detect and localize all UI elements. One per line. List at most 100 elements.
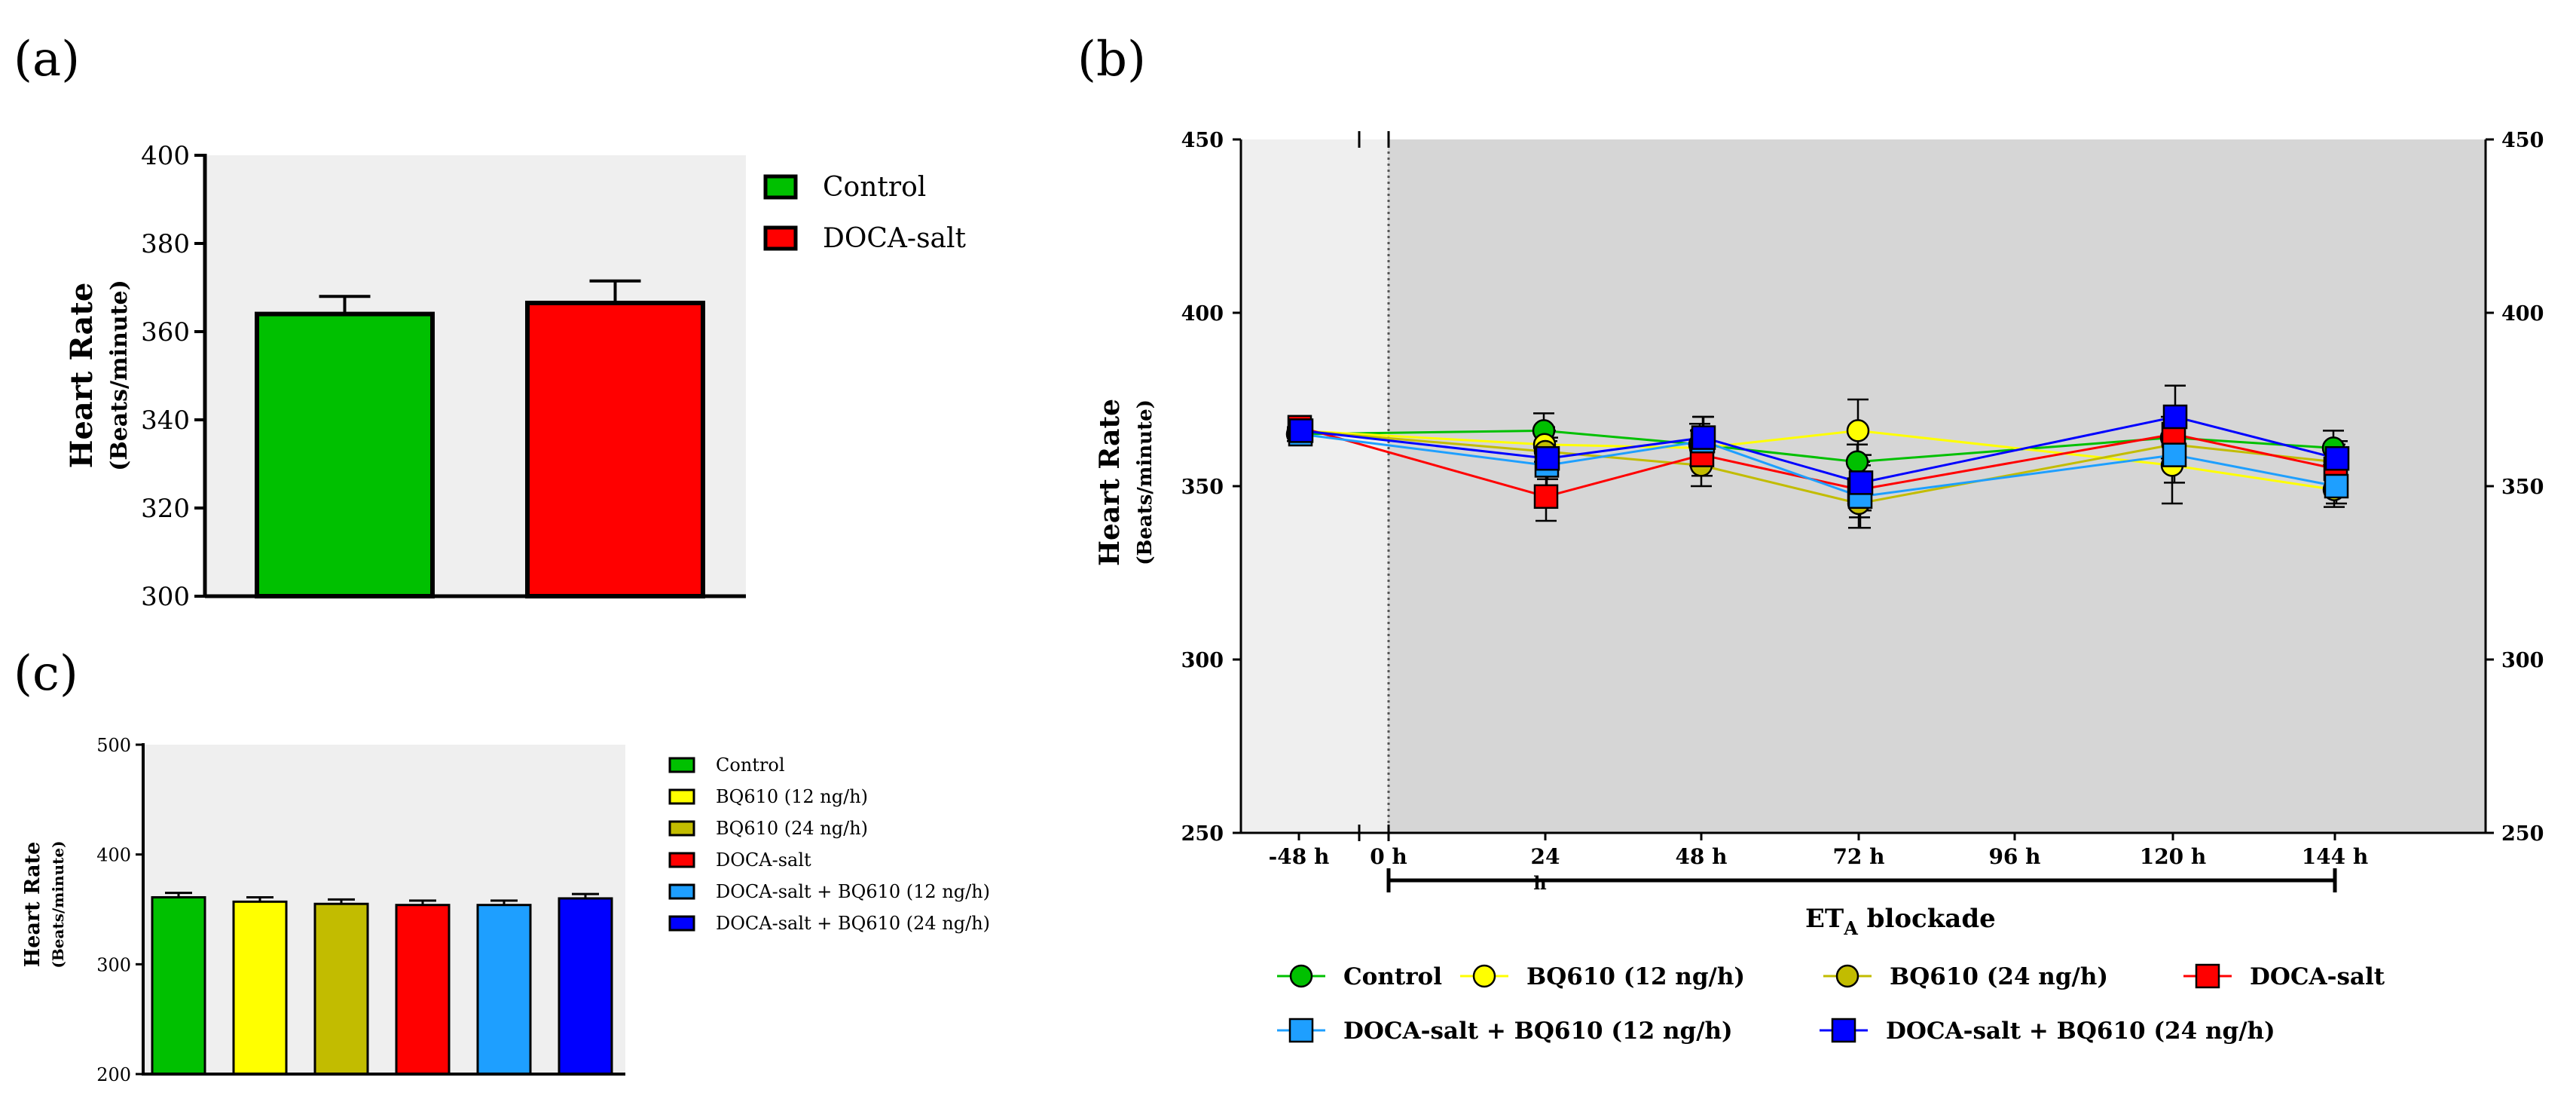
y-tick-label-b-right: 400 bbox=[2501, 302, 2544, 326]
y-tick-label-b-left: 450 bbox=[1181, 129, 1224, 152]
legend-marker-b bbox=[1831, 1018, 1856, 1043]
series-line-1 bbox=[1297, 429, 2335, 491]
legend-swatch-a bbox=[763, 174, 798, 200]
point-b-1 bbox=[1846, 419, 1870, 442]
legend-swatch-c bbox=[668, 820, 695, 837]
point-b-4 bbox=[2324, 473, 2349, 499]
legend-label-c: BQ610 (12 ng/h) bbox=[716, 786, 868, 807]
chart-c: 200 300 400 500 Heart Rate (Beats/minute) C… bbox=[21, 735, 990, 1085]
legend-marker-b bbox=[1835, 964, 1859, 988]
bar-c-4 bbox=[476, 904, 532, 1076]
y-tick-label-b-left: 350 bbox=[1181, 476, 1224, 499]
legend-marker-b bbox=[2195, 963, 2220, 989]
y-tick-label-a: 340 bbox=[141, 406, 190, 436]
legend-label-c: DOCA-salt bbox=[716, 849, 811, 871]
chart-a: 300 320 340 360 380 400 Heart Rate (Beats/min… bbox=[64, 141, 967, 612]
point-b-5 bbox=[1691, 425, 1716, 450]
y-tick-label-c: 300 bbox=[96, 954, 131, 975]
blockade-label-suffix: blockade bbox=[1858, 904, 1996, 934]
y-sublabel-b: (Beats/minute) bbox=[1134, 399, 1157, 565]
point-b-3 bbox=[1533, 484, 1559, 510]
legend-label-b: DOCA-salt + BQ610 (12 ng/h) bbox=[1343, 1018, 1733, 1045]
x-tick-label-b: 72 h bbox=[1832, 844, 1884, 869]
blockade-label: ETA blockade bbox=[1805, 904, 1996, 939]
legend-swatch-c bbox=[668, 757, 695, 773]
point-b-5 bbox=[2162, 404, 2188, 430]
panel-label-b: (b) bbox=[1077, 32, 1146, 87]
legend-swatch-a bbox=[763, 225, 798, 251]
legend-label-b: DOCA-salt + BQ610 (24 ng/h) bbox=[1886, 1018, 2275, 1045]
x-tick-label-b: 24 bbox=[1531, 844, 1560, 869]
y-tick-label-c: 200 bbox=[96, 1064, 131, 1085]
point-b-5 bbox=[1288, 418, 1314, 443]
y-tick-label-b-right: 300 bbox=[2501, 649, 2544, 672]
y-tick-label-a: 360 bbox=[141, 317, 190, 347]
blockade-label-et: ET bbox=[1805, 904, 1844, 934]
y-tick-label-b-right: 250 bbox=[2501, 822, 2544, 846]
series-line-4 bbox=[1300, 433, 2337, 498]
legend-label-b: BQ610 (12 ng/h) bbox=[1526, 963, 1745, 990]
legend-label-c: Control bbox=[716, 754, 785, 776]
y-tick-label-a: 380 bbox=[141, 229, 190, 259]
bar-c-5 bbox=[558, 897, 613, 1076]
y-tick-label-a: 400 bbox=[141, 141, 190, 171]
bar-c-2 bbox=[313, 902, 369, 1076]
legend-marker-b bbox=[1472, 964, 1496, 988]
x-tick-sublabel-b: h bbox=[1533, 872, 1546, 894]
y-label-b: Heart Rate bbox=[1094, 399, 1126, 566]
blockade-bracket bbox=[1386, 868, 2337, 892]
legend-label-c: BQ610 (24 ng/h) bbox=[716, 818, 868, 839]
legend-label-a: DOCA-salt bbox=[823, 223, 967, 254]
legend-swatch-c bbox=[668, 852, 695, 868]
legend-swatch-c bbox=[668, 883, 695, 900]
bar-c-0 bbox=[151, 895, 206, 1076]
bar-a-doca-salt bbox=[525, 300, 705, 598]
legend-swatch-c bbox=[668, 915, 695, 932]
legend-marker-b bbox=[1288, 1018, 1314, 1043]
y-tick-label-a: 300 bbox=[141, 582, 190, 612]
legend-label-c: DOCA-salt + BQ610 (24 ng/h) bbox=[716, 913, 990, 934]
bar-a-control bbox=[255, 311, 435, 598]
y-tick-label-c: 400 bbox=[96, 845, 131, 866]
x-tick-label-b: 96 h bbox=[1988, 844, 2040, 869]
x-tick-label-b: 48 h bbox=[1675, 844, 1727, 869]
y-label-a: Heart Rate bbox=[64, 283, 99, 469]
legend-label-a: Control bbox=[823, 172, 926, 203]
series-line-5 bbox=[1300, 415, 2338, 484]
point-b-4 bbox=[2162, 442, 2187, 467]
legend-marker-b bbox=[1289, 964, 1313, 988]
x-tick-label-b: 120 h bbox=[2140, 844, 2207, 869]
bar-c-1 bbox=[232, 900, 288, 1076]
y-sublabel-c: (Beats/minute) bbox=[49, 840, 67, 968]
point-b-5 bbox=[1848, 470, 1874, 495]
y-tick-label-b-left: 250 bbox=[1181, 822, 1224, 846]
x-tick-label-b: -48 h bbox=[1269, 844, 1330, 869]
legend-label-c: DOCA-salt + BQ610 (12 ng/h) bbox=[716, 881, 990, 902]
y-tick-label-b-right: 450 bbox=[2501, 129, 2544, 152]
series-line-3 bbox=[1299, 426, 2336, 498]
y-tick-label-b-left: 300 bbox=[1181, 649, 1224, 672]
x-tick-label-b: 144 h bbox=[2302, 844, 2369, 869]
point-b-5 bbox=[1535, 445, 1560, 471]
legend-label-b: DOCA-salt bbox=[2250, 963, 2385, 990]
y-tick-label-b-right: 350 bbox=[2501, 476, 2544, 499]
legend-label-b: BQ610 (24 ng/h) bbox=[1890, 963, 2108, 990]
blockade-label-sub: A bbox=[1843, 917, 1858, 939]
plot-bg-c bbox=[143, 745, 625, 1074]
y-label-c: Heart Rate bbox=[21, 842, 44, 967]
y-tick-label-c: 500 bbox=[96, 735, 131, 756]
x-tick-label-b: 0 h bbox=[1370, 844, 1407, 869]
pre-treatment-bg bbox=[1241, 139, 1388, 833]
y-tick-label-b-left: 400 bbox=[1181, 302, 1224, 326]
point-b-0 bbox=[1845, 450, 1869, 474]
bar-c-3 bbox=[395, 904, 451, 1076]
chart-b: 250 250 300 300 350 350 400 400 450 450 -48 h 0 h 24… bbox=[1094, 129, 2544, 1045]
axis-break-marks bbox=[1358, 131, 1390, 841]
legend-swatch-c bbox=[668, 788, 695, 805]
panel-label-c: (c) bbox=[14, 646, 78, 702]
point-b-5 bbox=[2324, 445, 2350, 471]
legend-label-b: Control bbox=[1343, 963, 1442, 990]
series-line-2 bbox=[1298, 429, 2336, 505]
y-tick-label-a: 320 bbox=[141, 494, 190, 524]
